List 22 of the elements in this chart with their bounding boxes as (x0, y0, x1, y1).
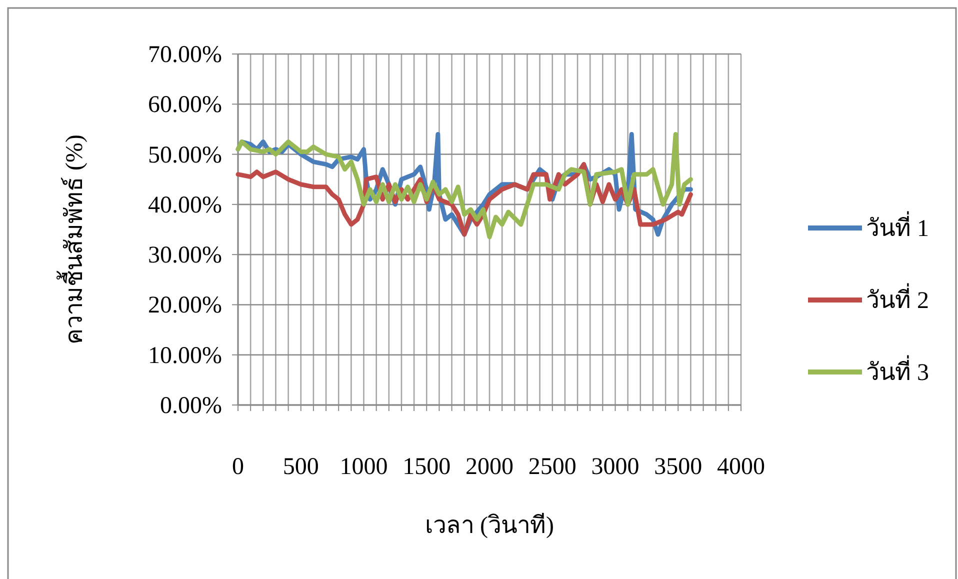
x-tick-label: 1000 (340, 454, 388, 480)
x-tick-label: 4000 (717, 454, 765, 480)
x-tick-label: 2500 (528, 454, 576, 480)
y-tick-label: 20.00% (148, 292, 222, 319)
legend-label: วันที่ 3 (866, 355, 929, 386)
x-tick-label: 0 (232, 454, 244, 480)
x-axis-title: เวลา (วินาที) (425, 512, 554, 539)
y-tick-label: 0.00% (160, 393, 222, 419)
y-tick-label: 40.00% (148, 192, 222, 218)
y-tick-label: 30.00% (148, 242, 222, 269)
y-tick-label: 70.00% (148, 42, 222, 68)
y-tick-label: 10.00% (148, 342, 222, 369)
x-tick-label: 500 (282, 454, 319, 480)
legend-label: วันที่ 2 (866, 283, 929, 314)
y-axis-title: ความชื้นสัมพัทธ์ (%) (56, 134, 88, 344)
y-tick-label: 50.00% (148, 142, 222, 168)
x-tick-label: 2000 (466, 454, 514, 480)
y-tick-label: 60.00% (148, 92, 222, 118)
x-tick-label: 3000 (591, 454, 640, 480)
legend-label: วันที่ 1 (866, 211, 929, 242)
x-tick-label: 1500 (402, 454, 451, 480)
x-tick-label: 3500 (654, 454, 702, 480)
